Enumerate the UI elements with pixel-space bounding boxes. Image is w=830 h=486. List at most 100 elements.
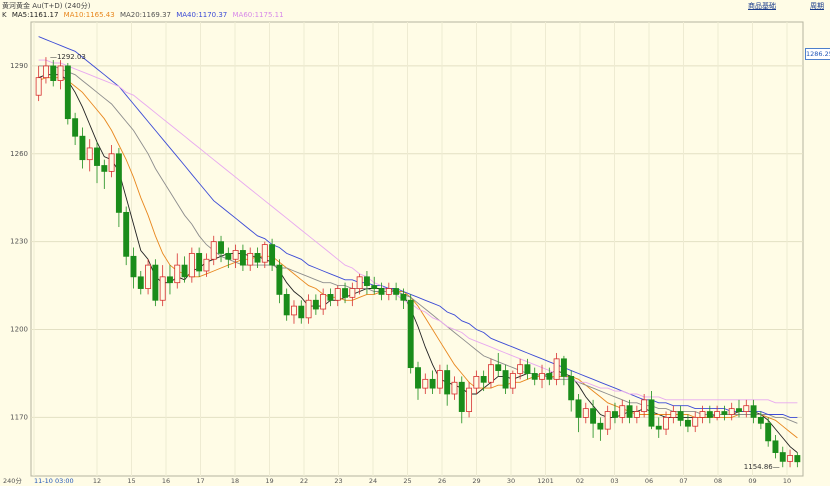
candle-down [218, 241, 224, 254]
candle-up [57, 65, 64, 81]
x-tick-label: 17 [196, 477, 204, 485]
candle-down [597, 422, 604, 430]
candle-down [130, 255, 137, 278]
candle-down [612, 411, 618, 418]
candle-down [677, 411, 684, 421]
candle-down [393, 288, 400, 295]
candle-up [692, 417, 699, 427]
candle-down [181, 264, 188, 278]
ma40-legend: MA40:1170.37 [176, 11, 228, 19]
x-axis-unit: 240分 [3, 476, 22, 485]
period-link[interactable]: 周期 [810, 2, 824, 10]
candle-down [72, 118, 79, 137]
candle-up [787, 455, 794, 462]
candle-down [64, 65, 71, 120]
ma20-line [38, 65, 798, 424]
candle-up [261, 244, 268, 263]
last-price-tag: 1286.25 [805, 48, 830, 60]
candle-down [378, 288, 385, 295]
candle-up [334, 288, 341, 301]
candle-up [232, 250, 239, 260]
x-tick-label: 29 [472, 477, 480, 485]
candle-down [772, 440, 779, 453]
x-tick-label: 30 [507, 477, 515, 485]
x-tick-label: 22 [300, 477, 308, 485]
candle-up [247, 252, 254, 266]
candle-down [298, 305, 305, 319]
candle-down [655, 425, 662, 430]
x-tick-label: 12 [93, 477, 101, 485]
candle-up [517, 364, 524, 374]
candle-down [495, 364, 502, 371]
candle-up [320, 293, 327, 310]
y-axis: 1290 1260 1230 1200 1170 [10, 62, 28, 421]
candle-down [757, 417, 764, 424]
candle-down [115, 153, 122, 213]
candle-up [42, 65, 49, 79]
candle-down [225, 252, 232, 260]
candle-up [385, 288, 392, 295]
candle-up [203, 258, 210, 272]
candle-up [422, 378, 429, 389]
x-tick-label: 25 [403, 477, 411, 485]
candle-down [137, 276, 144, 289]
ma10-legend: MA10:1165.43 [63, 11, 115, 19]
candle-down [50, 65, 57, 81]
x-tick-label: 11-10 03:00 [34, 477, 74, 485]
candles [35, 57, 801, 468]
k-label: K [2, 11, 7, 19]
candle-up [305, 299, 312, 319]
candle-up [174, 264, 181, 284]
x-axis: 240分 11-10 03:00 12 15 16 17 18 19 22 23 24 25 26 29 3… [3, 476, 791, 485]
candle-down [101, 165, 108, 172]
candle-up [539, 373, 545, 380]
candle-down [568, 376, 575, 401]
x-tick-label: 19 [265, 477, 273, 485]
x-tick-label: 02 [576, 477, 584, 485]
x-tick-label: 08 [714, 477, 722, 485]
candle-up [108, 153, 115, 172]
ma5-legend: MA5:1161.17 [11, 11, 59, 19]
low-annotation: 1154.86— [744, 463, 780, 471]
product-info-link[interactable]: 商品基础 [748, 2, 776, 10]
candle-up [487, 364, 494, 383]
candle-up [641, 399, 648, 412]
candle-up [451, 381, 458, 395]
candle-up [699, 411, 706, 418]
candle-down [196, 252, 203, 272]
candle-up [553, 358, 560, 380]
x-tick-label: 24 [369, 477, 377, 485]
candle-down [590, 408, 597, 424]
candle-down [94, 147, 100, 166]
ma-legend: K MA5:1161.17 MA10:1165.43 MA20:1169.37 … [2, 11, 287, 19]
candle-down [480, 376, 487, 383]
x-tick-label: 1201 [537, 477, 554, 485]
y-tick-label: 1200 [10, 326, 28, 334]
candle-up [35, 77, 42, 96]
candle-down [342, 288, 349, 298]
candle-down [502, 370, 509, 389]
ma20-legend: MA20:1169.37 [119, 11, 171, 19]
x-tick-label: 26 [438, 477, 446, 485]
candle-down [407, 299, 414, 369]
x-tick-label: 07 [679, 477, 687, 485]
ma60-legend: MA60:1175.11 [232, 11, 284, 19]
candle-up [714, 411, 721, 418]
candle-up [473, 376, 480, 389]
x-tick-label: 15 [127, 477, 135, 485]
x-tick-label: 23 [334, 477, 342, 485]
chart-title: 黄河黄金 Au(T+D) (240分) [2, 2, 91, 10]
candle-up [145, 264, 152, 289]
candle-up [743, 405, 750, 412]
x-tick-label: 10 [783, 477, 791, 485]
candle-up [728, 408, 735, 415]
candle-down [167, 276, 173, 284]
x-tick-label: 16 [162, 477, 170, 485]
candle-down [750, 405, 757, 418]
candle-down [458, 381, 465, 412]
candle-up [210, 241, 217, 260]
candle-up [619, 405, 626, 418]
candle-up [291, 305, 297, 316]
candle-down [706, 411, 713, 418]
